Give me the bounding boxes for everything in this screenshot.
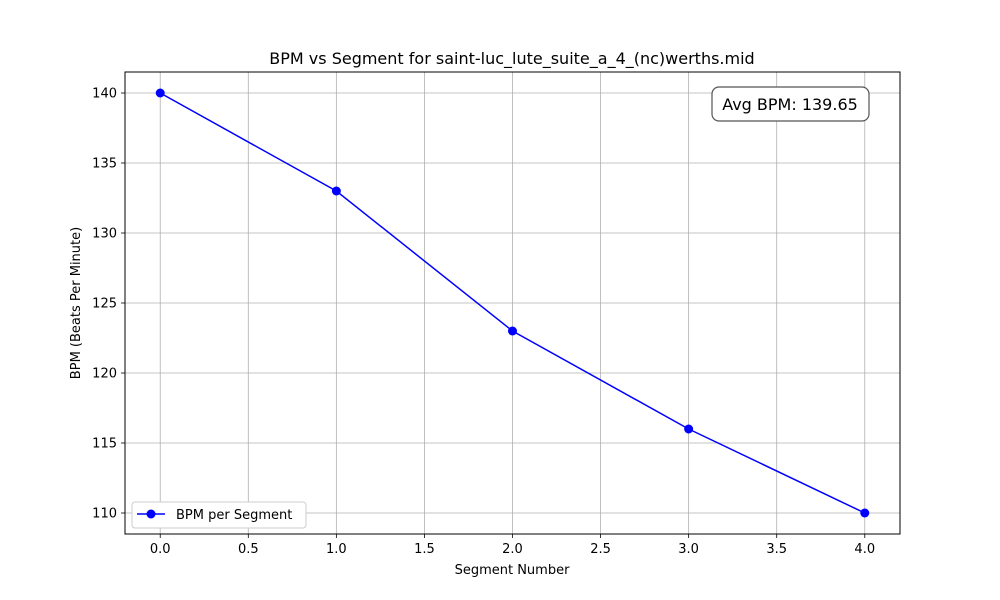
data-point <box>860 508 870 518</box>
series-layer <box>155 88 870 518</box>
y-tick-label: 120 <box>92 367 117 382</box>
x-tick-label: 3.5 <box>766 542 787 557</box>
data-point <box>508 326 517 336</box>
x-tick-label: 0.5 <box>238 542 259 557</box>
grid <box>125 72 900 534</box>
y-tick-label: 115 <box>92 437 117 452</box>
y-tick-label: 140 <box>92 87 117 102</box>
y-tick-label: 130 <box>92 227 117 242</box>
y-tick-label: 135 <box>92 157 117 172</box>
x-tick-label: 4.0 <box>854 542 875 557</box>
legend-frame <box>131 501 307 529</box>
x-tick-label: 1.5 <box>414 542 435 557</box>
x-tick-label: 2.5 <box>590 542 611 557</box>
legend-marker-swatch <box>146 509 156 519</box>
data-point <box>331 186 341 196</box>
axis-ticks: 0.0 0.5 1.0 1.5 2.0 2.5 3.0 3.5 4.0 110 115 120 125 1… <box>92 87 875 558</box>
data-point <box>684 424 694 434</box>
x-axis-label: Segment Number <box>455 563 571 578</box>
annotation-box-frame <box>711 86 870 122</box>
data-point <box>155 88 165 98</box>
annotation-text: Avg BPM: 139.65 <box>722 95 858 114</box>
x-tick-label: 1.0 <box>326 542 347 557</box>
chart-title: BPM vs Segment for saint-luc_lute_suite_… <box>269 49 754 69</box>
y-tick-label: 125 <box>92 297 117 312</box>
avg-bpm-annotation: Avg BPM: 139.65 <box>711 86 870 122</box>
y-axis-label: BPM (Beats Per Minute) <box>69 227 84 379</box>
legend: BPM per Segment <box>131 501 307 529</box>
x-tick-label: 2.0 <box>502 542 523 557</box>
x-tick-label: 0.0 <box>150 542 171 557</box>
legend-label: BPM per Segment <box>176 508 292 523</box>
x-tick-label: 3.0 <box>678 542 699 557</box>
y-tick-label: 110 <box>92 507 117 522</box>
